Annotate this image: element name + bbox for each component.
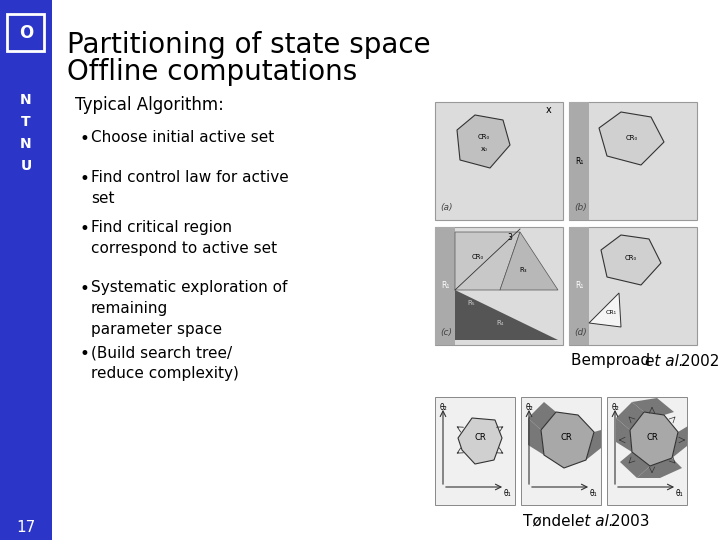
Text: U: U [20, 159, 32, 173]
Text: R₃: R₃ [519, 267, 527, 273]
Bar [607, 397, 687, 505]
Polygon shape [455, 290, 558, 340]
Text: θ₁: θ₁ [590, 489, 597, 498]
Polygon shape [616, 418, 632, 452]
Text: 3: 3 [508, 233, 513, 241]
Text: θ₂: θ₂ [612, 403, 620, 412]
Text: •: • [79, 280, 89, 298]
Text: Find critical region
correspond to active set: Find critical region correspond to activ… [91, 220, 277, 256]
Polygon shape [458, 418, 502, 464]
Text: Offline computations: Offline computations [67, 58, 357, 86]
Text: (Build search tree/
reduce complexity): (Build search tree/ reduce complexity) [91, 345, 239, 381]
Polygon shape [637, 458, 682, 478]
Text: •: • [79, 130, 89, 148]
Polygon shape [528, 402, 556, 430]
Text: 2003: 2003 [606, 514, 649, 529]
Polygon shape [500, 232, 558, 290]
Text: θ₂: θ₂ [440, 403, 448, 412]
Text: R₁: R₁ [441, 281, 449, 291]
Bar [435, 397, 515, 505]
Polygon shape [620, 452, 650, 478]
Bar [569, 102, 589, 220]
Text: (c): (c) [440, 328, 452, 337]
Text: O: O [19, 24, 33, 42]
Text: et al.: et al. [645, 354, 684, 368]
Text: (a): (a) [440, 203, 452, 212]
Text: θ₁: θ₁ [675, 489, 683, 498]
Polygon shape [601, 235, 661, 285]
Text: (d): (d) [574, 328, 587, 337]
Text: •: • [79, 170, 89, 188]
Text: Tøndel: Tøndel [523, 514, 580, 529]
Text: (b): (b) [574, 203, 587, 212]
Polygon shape [632, 398, 674, 415]
Polygon shape [589, 293, 621, 327]
Polygon shape [541, 412, 594, 468]
Text: CR: CR [646, 434, 658, 442]
Bar [0, 0, 52, 540]
Bar [569, 227, 589, 345]
Bar [435, 227, 455, 345]
Text: N: N [20, 137, 32, 151]
Bar [521, 397, 601, 505]
Text: θ₂: θ₂ [526, 403, 534, 412]
Text: CR₀: CR₀ [625, 255, 637, 261]
Polygon shape [457, 115, 510, 168]
Text: CR₁: CR₁ [606, 310, 616, 315]
Polygon shape [528, 418, 544, 455]
Text: Bemproad: Bemproad [571, 354, 655, 368]
Polygon shape [630, 412, 678, 466]
Text: 2002: 2002 [676, 354, 719, 368]
Polygon shape [455, 232, 520, 290]
Bar [435, 102, 563, 220]
Polygon shape [599, 112, 664, 165]
Text: R₁: R₁ [575, 157, 583, 165]
Polygon shape [616, 402, 644, 430]
Text: •: • [79, 345, 89, 363]
Text: R₄: R₄ [496, 320, 504, 326]
Polygon shape [586, 430, 601, 460]
Text: CR₀: CR₀ [478, 134, 490, 140]
Text: x₀: x₀ [480, 146, 487, 152]
Text: Find control law for active
set: Find control law for active set [91, 170, 289, 206]
Text: CR₀: CR₀ [626, 135, 638, 141]
Text: Typical Algorithm:: Typical Algorithm: [75, 96, 224, 114]
Text: Choose initial active set: Choose initial active set [91, 130, 274, 145]
Text: R₅: R₅ [467, 300, 474, 306]
Bar [435, 227, 563, 345]
Text: CR₀: CR₀ [472, 254, 484, 260]
Bar [569, 227, 697, 345]
Text: CR: CR [474, 434, 486, 442]
Text: Partitioning of state space: Partitioning of state space [67, 31, 431, 59]
Text: T: T [21, 115, 31, 129]
Text: R₁: R₁ [575, 281, 583, 291]
Text: Systematic exploration of
remaining
parameter space: Systematic exploration of remaining para… [91, 280, 287, 337]
Bar [569, 102, 697, 220]
Text: 17: 17 [17, 521, 35, 536]
FancyBboxPatch shape [7, 14, 44, 51]
Text: et al.: et al. [575, 514, 613, 529]
Text: N: N [20, 93, 32, 107]
Text: x: x [546, 105, 552, 115]
Text: •: • [79, 220, 89, 238]
Polygon shape [672, 426, 688, 458]
Text: θ₁: θ₁ [503, 489, 511, 498]
Text: CR: CR [560, 434, 572, 442]
